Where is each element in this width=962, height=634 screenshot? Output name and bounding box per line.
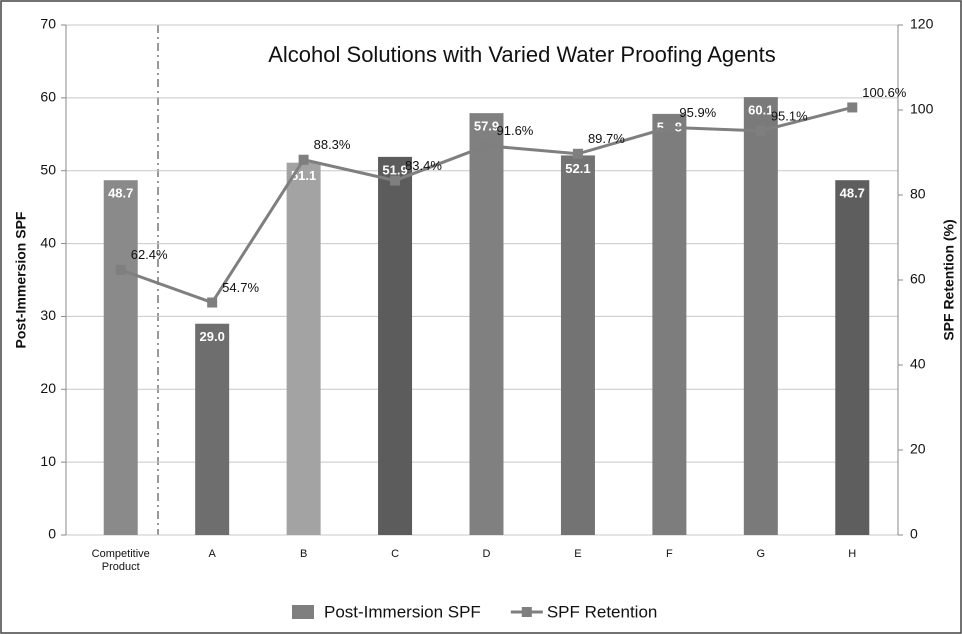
y2-tick-label: 120 — [910, 16, 934, 32]
y-tick-label: 70 — [40, 16, 56, 32]
y-tick-label: 60 — [40, 89, 56, 105]
bar — [652, 113, 687, 535]
x-tick-label: B — [299, 548, 308, 560]
line-value-label: 89.7% — [588, 131, 625, 146]
bar-value-label: 60.1 — [748, 103, 773, 118]
x-tick-label: Competitive Product — [91, 548, 150, 573]
line-marker — [847, 102, 858, 113]
legend-label: Post-Immersion SPF — [324, 602, 481, 621]
y2-axis-title: SPF Retention (%) — [941, 219, 957, 340]
bar — [469, 113, 504, 536]
bar-value-label: 52.1 — [565, 161, 590, 176]
x-tick-label: C — [391, 548, 400, 560]
x-tick-label: F — [666, 548, 673, 560]
line-value-label: 54.7% — [222, 280, 259, 295]
line-marker — [207, 297, 218, 308]
line-marker — [755, 125, 766, 136]
y-tick-label: 50 — [40, 161, 56, 177]
y2-tick-label: 20 — [910, 441, 926, 457]
y-tick-label: 10 — [40, 453, 56, 469]
line-marker — [115, 264, 126, 275]
line-marker — [390, 175, 401, 186]
bar — [743, 97, 778, 535]
legend-label: SPF Retention — [547, 602, 658, 621]
bar-value-label: 51.9 — [382, 162, 407, 177]
bar-value-label: 48.7 — [108, 186, 133, 201]
line-value-label: 88.3% — [314, 137, 351, 152]
bar — [195, 323, 230, 535]
chart-title: Alcohol Solutions with Varied Water Proo… — [268, 42, 776, 67]
y2-tick-label: 60 — [910, 271, 926, 287]
y2-tick-label: 0 — [910, 526, 918, 542]
x-tick-label: D — [482, 548, 491, 560]
y-axis-title: Post-Immersion SPF — [13, 211, 29, 348]
y-tick-label: 0 — [48, 526, 56, 542]
bar-value-label: 48.7 — [840, 186, 865, 201]
y-tick-label: 20 — [40, 380, 56, 396]
line-marker — [664, 122, 675, 133]
line-marker — [572, 148, 583, 159]
y2-tick-label: 80 — [910, 186, 926, 202]
y2-tick-label: 40 — [910, 356, 926, 372]
legend-swatch — [521, 607, 532, 617]
bar — [378, 156, 413, 535]
line-value-label: 91.6% — [497, 123, 534, 138]
y-tick-label: 30 — [40, 307, 56, 323]
line-value-label: 100.6% — [862, 85, 907, 100]
x-tick-label: G — [756, 548, 766, 560]
bar-value-label: 29.0 — [200, 329, 225, 344]
y-tick-label: 40 — [40, 234, 56, 250]
line-marker — [298, 154, 309, 165]
line-value-label: 62.4% — [131, 247, 168, 262]
legend-swatch — [292, 605, 314, 619]
line-value-label: 95.9% — [679, 105, 716, 120]
x-tick-label: A — [208, 548, 216, 560]
bar — [286, 162, 321, 535]
line-value-label: 95.1% — [771, 108, 808, 123]
bar — [835, 180, 870, 535]
bar-value-label: 57.9 — [474, 119, 499, 134]
line-marker — [481, 140, 492, 151]
x-tick-label: H — [848, 548, 857, 560]
line-value-label: 83.4% — [405, 158, 442, 173]
bar — [103, 180, 138, 535]
x-tick-label: E — [574, 548, 582, 560]
bar — [560, 155, 595, 535]
y2-tick-label: 100 — [910, 101, 934, 117]
